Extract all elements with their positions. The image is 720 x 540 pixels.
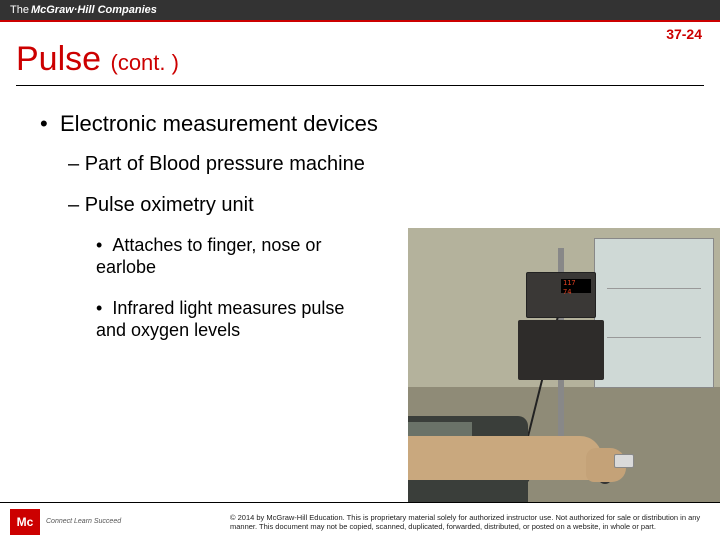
publisher-logo-icon: Mc [10, 509, 40, 535]
title-main: Pulse [16, 40, 111, 78]
publisher-header: The McGraw·Hill Companies [0, 0, 720, 22]
photo-arm [408, 436, 602, 480]
readout-top: 117 [561, 279, 591, 288]
publisher-name: McGraw·Hill Companies [31, 4, 157, 16]
photo-oximeter-sensor [614, 454, 634, 468]
bullet-level2: – Pulse oximetry unit [40, 193, 700, 218]
bullet-l1-text: Electronic measurement devices [60, 111, 378, 136]
page-number: 37-24 [666, 26, 702, 42]
monitor-display: 117 74 [561, 279, 591, 293]
bullet-l3b-text: Infrared light measures pulse and oxygen… [96, 298, 344, 341]
bullet-l3a-text: Attaches to finger, nose or earlobe [96, 235, 321, 278]
bullet-level3: • Infrared light measures pulse and oxyg… [40, 297, 370, 342]
slide-footer: Mc Connect Learn Succeed © 2014 by McGra… [0, 502, 720, 540]
title-continuation: (cont. ) [111, 50, 179, 75]
bullet-level1: • Electronic measurement devices [40, 110, 700, 138]
bullet-level2: – Part of Blood pressure machine [40, 152, 700, 177]
equipment-photo: 117 74 [408, 228, 720, 502]
bullet-l2b-text: Pulse oximetry unit [85, 194, 254, 216]
photo-cabinet [594, 238, 714, 388]
slide-title: Pulse (cont. ) [0, 22, 720, 83]
publisher-prefix: The [10, 4, 29, 16]
bullet-l2a-text: Part of Blood pressure machine [85, 153, 365, 175]
readout-bottom: 74 [561, 288, 591, 297]
footer-copyright: © 2014 by McGraw-Hill Education. This is… [230, 513, 710, 531]
photo-monitor-body [518, 320, 604, 380]
photo-monitor: 117 74 [526, 272, 596, 318]
bullet-level3: • Attaches to finger, nose or earlobe [40, 234, 370, 279]
footer-tagline: Connect Learn Succeed [46, 518, 121, 525]
